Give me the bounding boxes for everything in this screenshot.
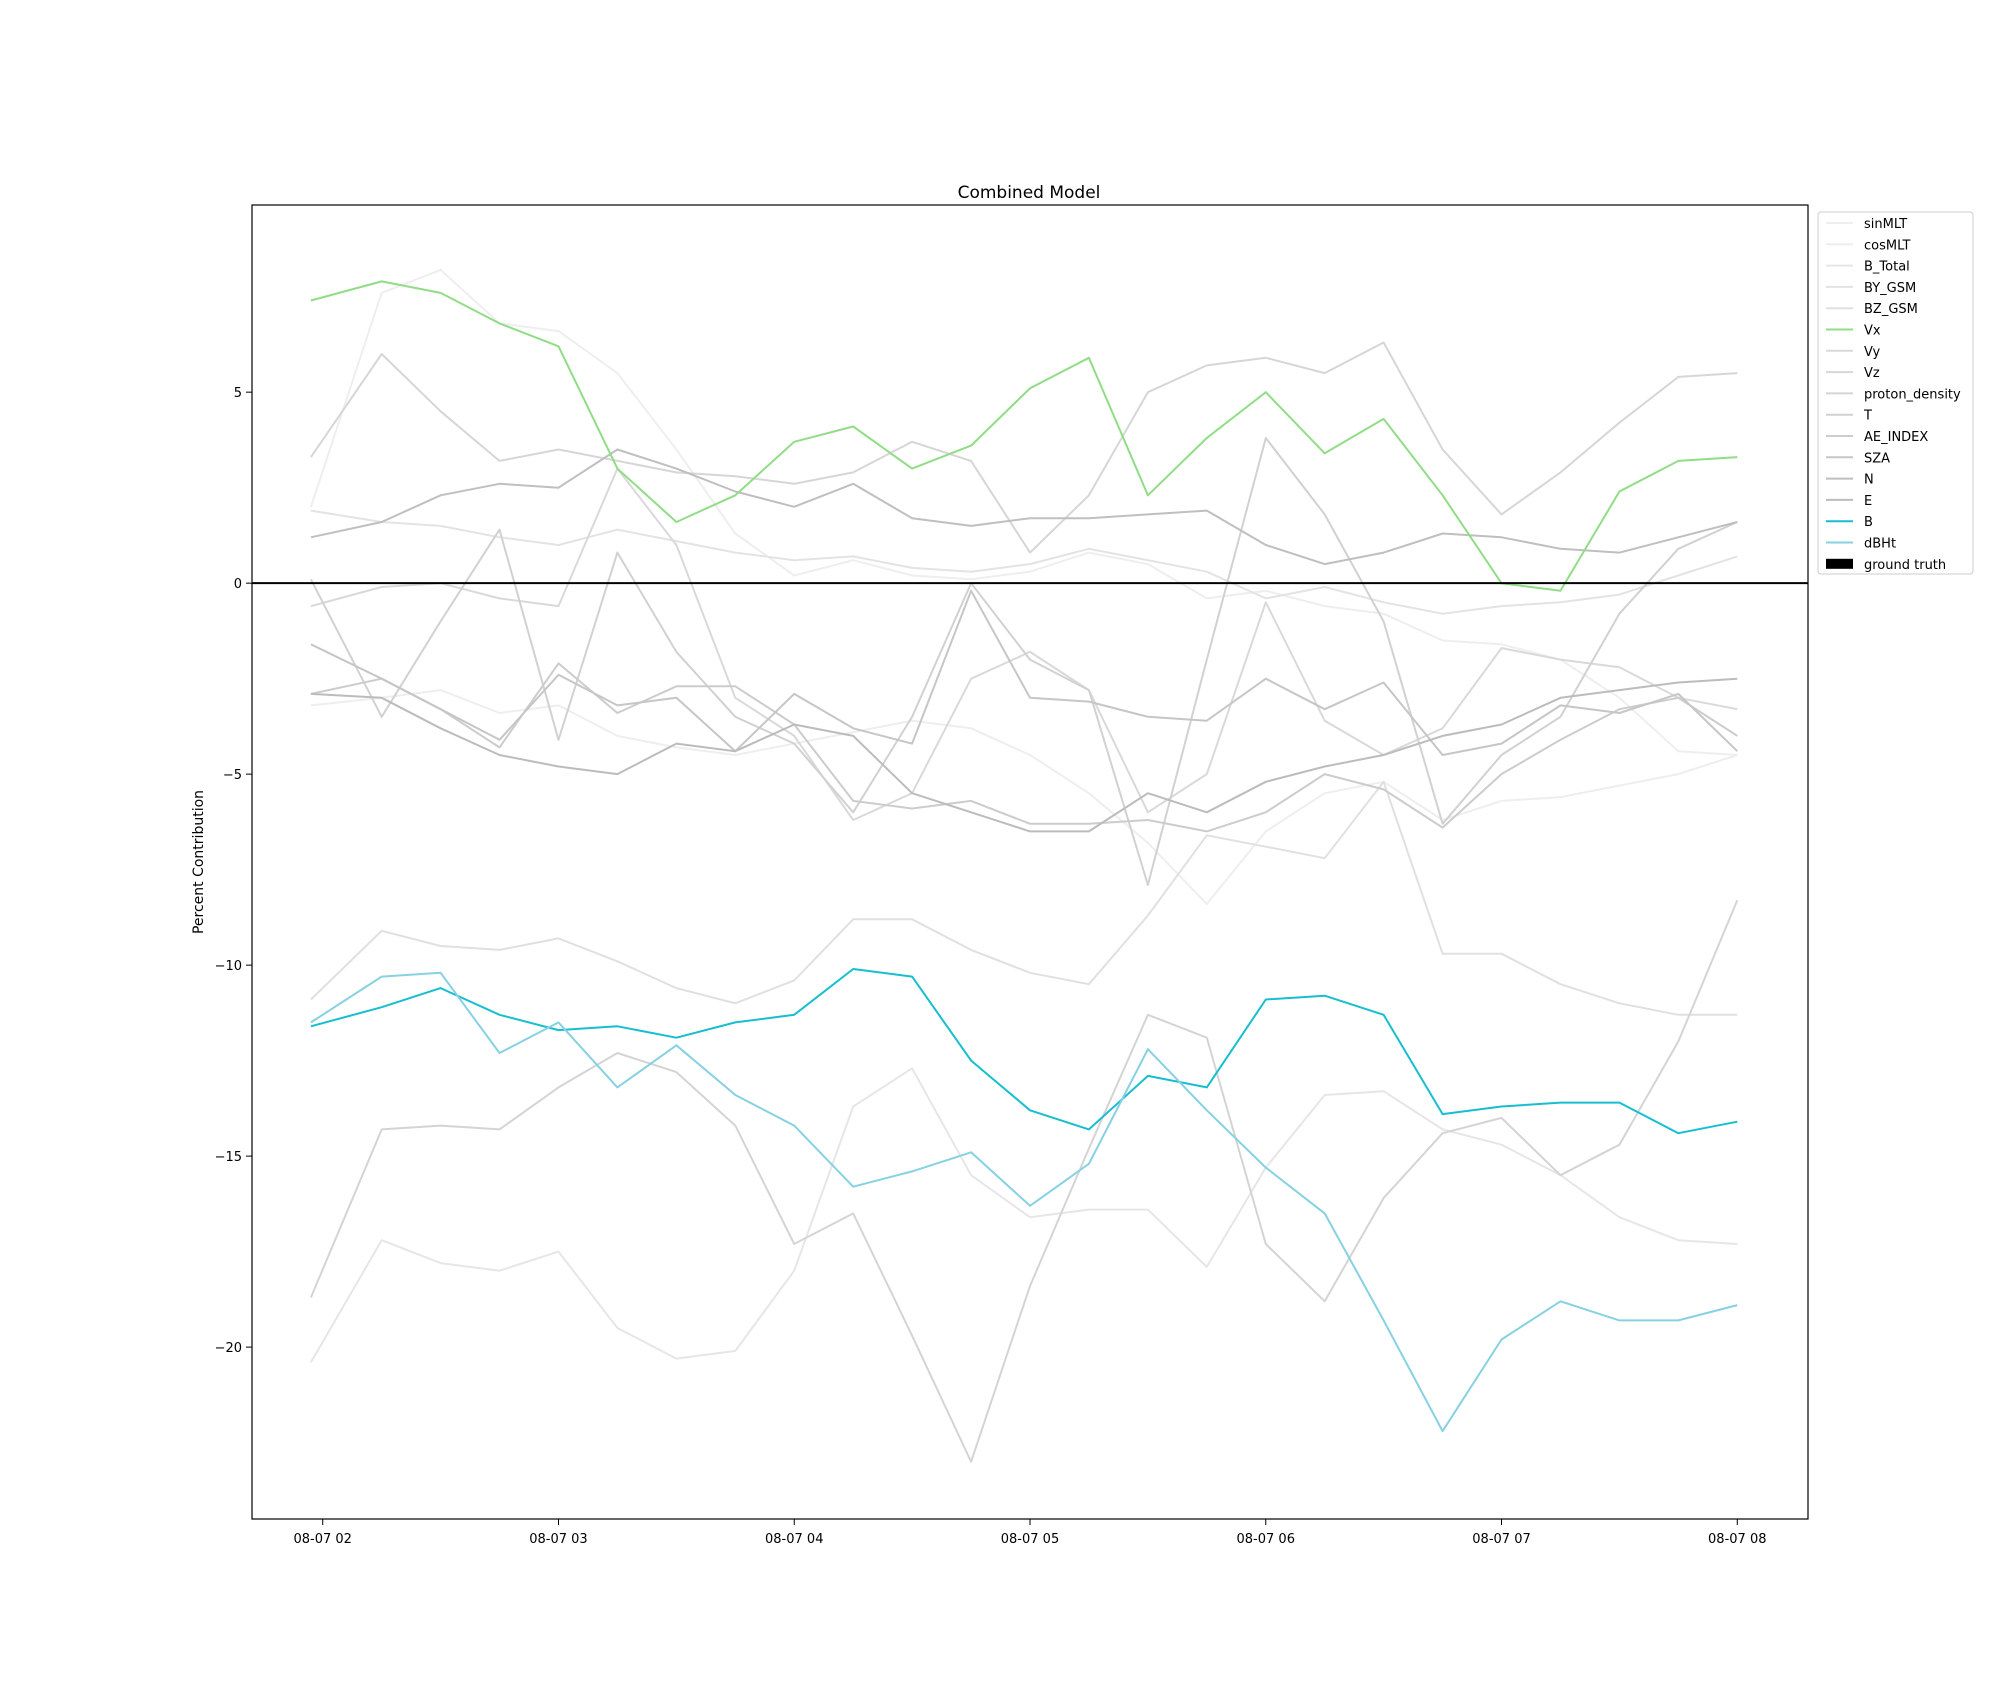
legend-label-ae-index: AE_INDEX	[1864, 430, 1928, 445]
legend-label-cosmlt: cosMLT	[1864, 238, 1911, 253]
legend-label-e: E	[1864, 494, 1872, 509]
series-line-vy	[310, 467, 1738, 821]
y-tick-label: 0	[234, 577, 242, 592]
y-tick-label: −5	[223, 768, 242, 783]
legend-label-by-gsm: BY_GSM	[1864, 281, 1916, 296]
legend-label-n: N	[1864, 473, 1874, 488]
legend-swatch-ground-truth	[1826, 558, 1853, 569]
legend-items: sinMLT cosMLT B_Total BY_GSM BZ_GSM Vx Vy Vz pro…	[1826, 217, 1961, 573]
legend-label-b: B	[1864, 515, 1873, 530]
series-line-dbht	[310, 971, 1738, 1433]
legend-label-dbht: dBHt	[1864, 537, 1896, 552]
legend-label-vz: Vz	[1864, 366, 1880, 381]
legend-frame	[1817, 211, 1974, 575]
x-tick-label: 08-07 07	[1472, 1532, 1530, 1547]
legend-label-sza: SZA	[1864, 451, 1890, 466]
x-axis: 08-07 02 08-07 03 08-07 04 08-07 05 08-07 06…	[294, 1519, 1766, 1547]
x-tick-label: 08-07 08	[1708, 1532, 1766, 1547]
series-line-cosmlt	[310, 689, 1738, 905]
series-line-by-gsm	[310, 509, 1738, 615]
legend-label-b-total: B_Total	[1864, 260, 1910, 275]
x-tick-label: 08-07 04	[765, 1532, 823, 1547]
series-line-sza	[310, 589, 1738, 756]
legend-label-ground-truth: ground truth	[1864, 558, 1946, 573]
y-axis-label: Percent Contribution	[191, 790, 207, 934]
x-tick-label: 08-07 06	[1237, 1532, 1295, 1547]
series-line-bz-gsm	[310, 780, 1738, 1016]
y-axis: −20 −15 −10 −5 0 5	[215, 386, 252, 1356]
y-tick-label: −15	[215, 1150, 242, 1165]
series-line-t	[310, 437, 1738, 886]
y-tick-label: −10	[215, 959, 242, 974]
y-tick-label: 5	[234, 386, 242, 401]
legend-label-vy: Vy	[1864, 345, 1881, 360]
chart-title: Combined Model	[958, 183, 1101, 203]
x-tick-label: 08-07 03	[529, 1532, 587, 1547]
series-line-b-total	[310, 1067, 1738, 1363]
x-tick-label: 08-07 02	[294, 1532, 352, 1547]
series-line-b	[310, 968, 1738, 1135]
series-line-e	[310, 677, 1738, 833]
x-tick-label: 08-07 05	[1001, 1532, 1059, 1547]
legend-label-sinmlt: sinMLT	[1864, 217, 1907, 232]
legend-label-bz-gsm: BZ_GSM	[1864, 302, 1918, 317]
series-line-n	[310, 448, 1738, 566]
y-tick-label: −20	[215, 1341, 242, 1356]
legend-label-proton-density: proton_density	[1864, 387, 1961, 402]
series-line-ae-index	[310, 662, 1738, 833]
series-line-sinmlt	[309, 268, 1738, 756]
legend: sinMLT cosMLT B_Total BY_GSM BZ_GSM Vx Vy Vz pro…	[1817, 211, 1974, 575]
series-line-proton-density	[309, 899, 1739, 1463]
series-line-vz	[310, 341, 1738, 554]
legend-label-vx: Vx	[1864, 324, 1881, 339]
legend-label-t: T	[1863, 409, 1872, 424]
